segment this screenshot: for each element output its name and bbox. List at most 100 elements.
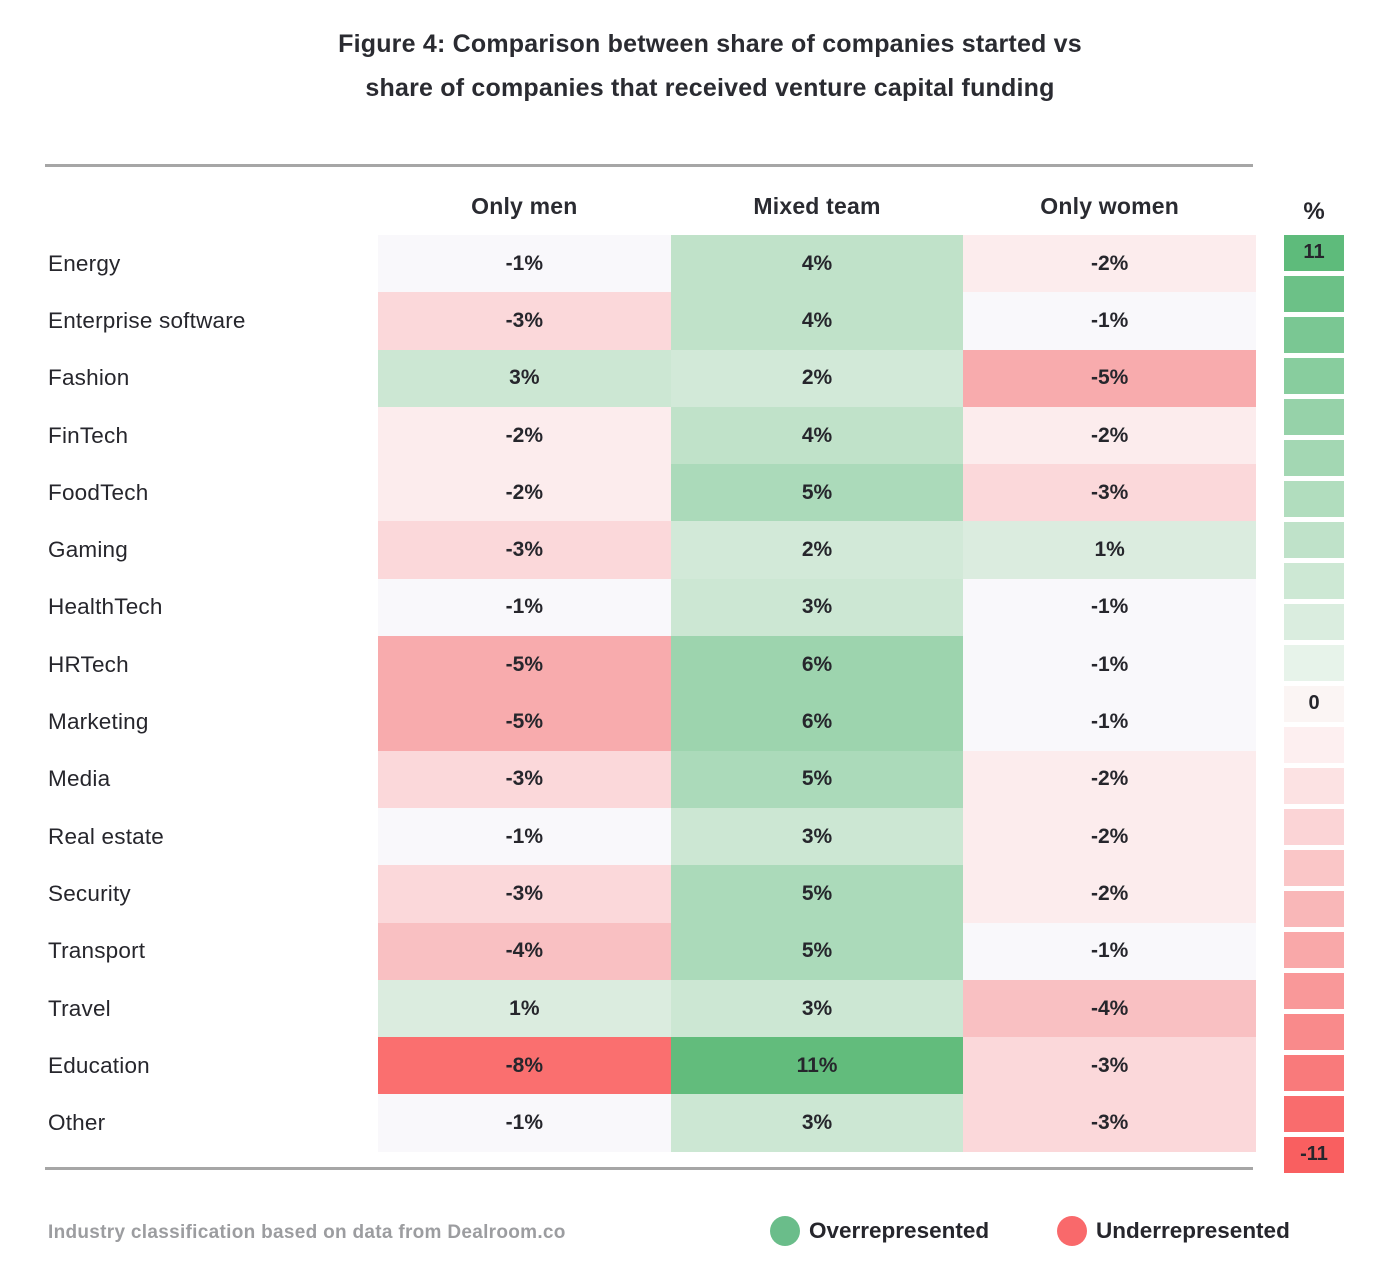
color-scale-step (1284, 645, 1344, 681)
row-label-education: Education (48, 1052, 150, 1078)
table-row: Security -3% 5% -2% (45, 865, 1257, 923)
heatmap-cell: -2% (378, 464, 671, 522)
heatmap-cell: 3% (670, 578, 964, 637)
heatmap-cell: -4% (378, 922, 671, 980)
heatmap-cell: 1% (378, 979, 671, 1038)
heatmap-cell: 2% (670, 521, 964, 579)
table-row: Gaming -3% 2% 1% (45, 521, 1257, 579)
color-scale-step (1284, 563, 1344, 599)
color-scale-step (1284, 1096, 1344, 1132)
table-row: Energy -1% 4% -2% (45, 235, 1257, 293)
bottom-rule (45, 1167, 1253, 1170)
heatmap-cell: -2% (963, 750, 1257, 808)
legend-underrepresented: Underrepresented (1057, 1216, 1290, 1246)
heatmap-cell: -1% (378, 1094, 671, 1152)
table-row: Education -8% 11% -3% (45, 1037, 1257, 1095)
figure-title: Figure 4: Comparison between share of co… (45, 22, 1375, 110)
table-row: Media -3% 5% -2% (45, 750, 1257, 808)
row-label-other: Other (48, 1110, 106, 1136)
table-row: Travel 1% 3% -4% (45, 979, 1257, 1038)
row-label-healthtech: HealthTech (48, 594, 163, 620)
color-scale-step: -11 (1284, 1137, 1344, 1173)
heatmap-cell: 11% (670, 1037, 964, 1095)
heatmap-cell: -1% (963, 578, 1257, 637)
heatmap-cell: -2% (963, 235, 1257, 293)
legend-underrepresented-label: Underrepresented (1096, 1218, 1290, 1243)
color-scale-step (1284, 522, 1344, 558)
column-header-mixed-team: Mixed team (753, 193, 881, 219)
color-scale-step (1284, 276, 1344, 312)
heatmap-cell: -1% (963, 292, 1257, 350)
color-scale-step: 11 (1284, 235, 1344, 271)
table-row: HRTech -5% 6% -1% (45, 636, 1257, 694)
row-label-real-estate: Real estate (48, 823, 165, 849)
row-label-marketing: Marketing (48, 709, 149, 735)
top-rule (45, 164, 1253, 167)
legend-overrepresented-label: Overrepresented (809, 1218, 990, 1243)
color-scale-step (1284, 604, 1344, 640)
underrepresented-dot-icon (1057, 1216, 1087, 1246)
color-scale-unit-label: % (1303, 198, 1325, 225)
color-scale-step (1284, 358, 1344, 394)
heatmap-cell: -2% (963, 865, 1257, 923)
heatmap-cell: 4% (670, 406, 964, 465)
heatmap-cell: 2% (670, 349, 964, 407)
heatmap-cell: 4% (670, 292, 964, 350)
table-row: FinTech -2% 4% -2% (45, 406, 1257, 465)
heatmap-cell: -2% (378, 406, 671, 465)
heatmap-cell: -5% (378, 636, 671, 694)
heatmap-cell: -3% (378, 865, 671, 923)
column-header-only-men: Only men (471, 193, 578, 219)
figure-title-line1: Figure 4: Comparison between share of co… (338, 30, 1082, 58)
table-row: Enterprise software -3% 4% -1% (45, 292, 1257, 350)
heatmap-cell: -2% (963, 807, 1257, 866)
heatmap-cell: 5% (670, 922, 964, 980)
row-label-enterprise-software: Enterprise software (48, 307, 246, 333)
heatmap-cell: -4% (963, 979, 1257, 1038)
figure-title-line2: share of companies that received venture… (365, 74, 1055, 102)
heatmap-cell: -1% (378, 578, 671, 637)
row-label-energy: Energy (48, 250, 121, 276)
heatmap-table: Only men Mixed team Only women Energy -1% 4%… (45, 178, 1257, 1152)
heatmap-cell: -3% (378, 750, 671, 808)
color-scale-step (1284, 399, 1344, 435)
heatmap-cell: 3% (670, 979, 964, 1038)
heatmap-cell: -3% (963, 464, 1257, 522)
heatmap-cell: 5% (670, 464, 964, 522)
row-label-travel: Travel (48, 995, 111, 1021)
heatmap-cell: 6% (670, 693, 964, 751)
table-row: Transport -4% 5% -1% (45, 922, 1257, 980)
heatmap-cell: -3% (378, 521, 671, 579)
heatmap-cell: -3% (963, 1037, 1257, 1095)
heatmap-cell: 3% (378, 349, 671, 407)
heatmap-cell: -5% (963, 349, 1257, 407)
overrepresented-dot-icon (770, 1216, 800, 1246)
color-scale-step (1284, 932, 1344, 968)
heatmap-cell: -1% (963, 636, 1257, 694)
column-header-only-women: Only women (1040, 193, 1180, 219)
row-label-media: Media (48, 766, 111, 792)
color-scale: % 11 0 -11 (1284, 196, 1344, 1178)
heatmap-cell: 6% (670, 636, 964, 694)
heatmap-cell: -3% (963, 1094, 1257, 1152)
heatmap-cell: 3% (670, 807, 964, 866)
row-label-foodtech: FoodTech (48, 479, 149, 505)
table-row: FoodTech -2% 5% -3% (45, 464, 1257, 522)
color-scale-step (1284, 850, 1344, 886)
row-label-fashion: Fashion (48, 365, 130, 391)
heatmap-cell: -5% (378, 693, 671, 751)
legend-overrepresented: Overrepresented (770, 1216, 989, 1246)
color-scale-step (1284, 440, 1344, 476)
color-scale-step (1284, 481, 1344, 517)
heatmap-cell: -1% (378, 235, 671, 293)
heatmap-cell: 5% (670, 750, 964, 808)
color-scale-step (1284, 727, 1344, 763)
heatmap-cell: 5% (670, 865, 964, 923)
heatmap-cell: -3% (378, 292, 671, 350)
heatmap-cell: 3% (670, 1094, 964, 1152)
heatmap-cell: 1% (963, 521, 1257, 579)
row-label-transport: Transport (48, 938, 146, 964)
column-header-row: Only men Mixed team Only women (45, 178, 1256, 235)
color-scale-step (1284, 891, 1344, 927)
